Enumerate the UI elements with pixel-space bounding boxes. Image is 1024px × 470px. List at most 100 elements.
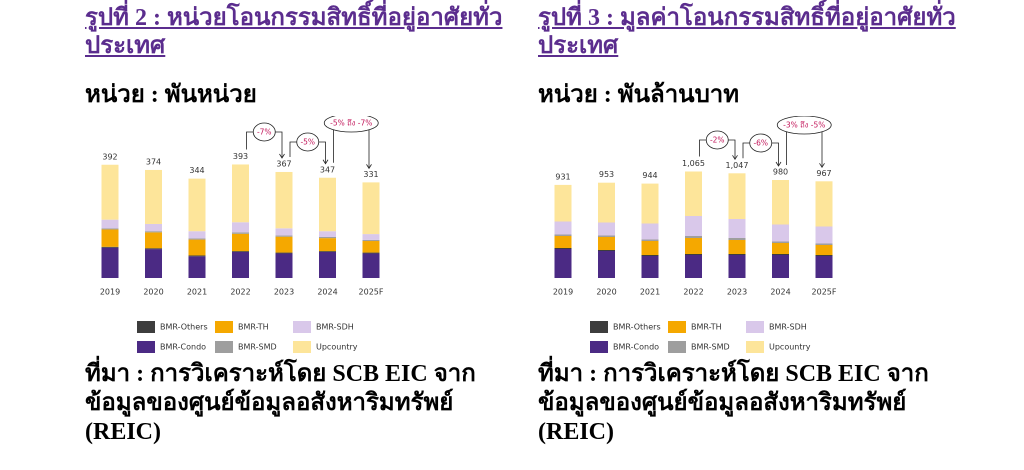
source-note: ที่มา : การวิเคราะห์โดย SCB EIC จากข้อมู…: [538, 361, 929, 445]
bar-segment: [728, 219, 746, 238]
total-label: 331: [363, 170, 378, 179]
bar-segment: [232, 222, 249, 233]
chart: 2019 392 2020 374 2021 344 2022 393 2023 367 2024 3…: [100, 116, 384, 353]
legend-swatch: [215, 321, 233, 333]
bar-segment: [815, 226, 833, 244]
bar-segment: [554, 234, 572, 236]
annotation-bubble: [776, 116, 832, 135]
annotation-bubble: [749, 133, 773, 153]
bar-segment: [101, 246, 119, 248]
bar-segment: [188, 239, 206, 256]
bar-segment: [554, 249, 572, 278]
annotation-bubble: [252, 122, 276, 142]
bar-segment: [145, 232, 162, 249]
bar-segment: [101, 229, 119, 247]
bar-segment: [362, 241, 380, 253]
bar-segment: [598, 235, 615, 237]
annotation-bubble: [296, 132, 320, 152]
bar-segment: [145, 248, 162, 250]
total-label: 374: [146, 157, 161, 166]
legend-swatch: [137, 321, 155, 333]
legend-swatch: [137, 341, 155, 353]
bar-segment: [362, 182, 380, 235]
x-tick-label: 2023: [274, 288, 294, 297]
legend-label: BMR-SDH: [316, 323, 354, 332]
x-tick-label: 2024: [770, 288, 790, 297]
bar-segment: [232, 164, 249, 223]
bar-segment: [728, 173, 746, 219]
bar-segment: [815, 243, 833, 245]
legend-swatch: [293, 341, 311, 353]
bar-segment: [362, 253, 380, 278]
total-label: 347: [320, 165, 335, 174]
bar-segment: [188, 178, 206, 232]
bar-segment: [598, 222, 615, 236]
x-tick-label: 2023: [727, 288, 747, 297]
total-label: 1,065: [682, 159, 705, 168]
bar-segment: [101, 219, 119, 229]
bar-segment: [145, 169, 162, 224]
annotation-label: -3% ถึง -5%: [783, 121, 825, 130]
bar-segment: [685, 254, 702, 255]
unit-label: หน่วย : พันหน่วย: [85, 82, 257, 108]
annotation-bubble: [705, 130, 729, 150]
legend-swatch: [590, 341, 608, 353]
legend-swatch: [746, 341, 764, 353]
legend-label: Upcountry: [769, 343, 811, 352]
bar-segment: [815, 181, 833, 227]
x-tick-label: 2020: [143, 288, 163, 297]
unit-label: หน่วย : พันล้านบาท: [538, 82, 740, 108]
bar-segment: [685, 236, 702, 238]
bar-segment: [815, 255, 833, 256]
x-tick-label: 2025F: [359, 288, 384, 297]
annotation-arrow: [819, 163, 825, 169]
chart: 2019 931 2020 953 2021 944 2022 1,065 2023 1,047 2…: [553, 116, 837, 353]
x-tick-label: 2019: [553, 288, 573, 297]
bar-segment: [188, 238, 206, 240]
legend-label: BMR-SDH: [769, 323, 807, 332]
x-tick-label: 2022: [683, 288, 703, 297]
bar-segment: [232, 233, 249, 252]
legend-swatch: [668, 321, 686, 333]
legend-swatch: [668, 341, 686, 353]
legend-label: BMR-SMD: [238, 343, 277, 352]
x-tick-label: 2021: [640, 288, 660, 297]
bar-segment: [275, 228, 293, 236]
bar-segment: [598, 251, 615, 278]
bar-segment: [319, 251, 336, 252]
bar-segment: [772, 254, 789, 255]
annotation-label: -2%: [710, 136, 725, 145]
bar-segment: [275, 235, 293, 237]
bar-segment: [275, 253, 293, 278]
bar-segment: [815, 245, 833, 255]
bar-segment: [319, 252, 336, 278]
annotation-label: -7%: [257, 128, 272, 137]
legend-label: BMR-Others: [160, 323, 208, 332]
legend-swatch: [590, 321, 608, 333]
bar-segment: [772, 224, 789, 242]
bar-segment: [145, 223, 162, 232]
bar-segment: [641, 255, 659, 256]
legend-swatch: [215, 341, 233, 353]
bar-segment: [232, 232, 249, 234]
bar-segment: [554, 184, 572, 222]
bar-segment: [188, 256, 206, 278]
bar-segment: [685, 255, 702, 278]
total-label: 944: [642, 171, 657, 180]
total-label: 967: [816, 169, 831, 178]
x-tick-label: 2020: [596, 288, 616, 297]
bar-segment: [641, 223, 659, 240]
bar-segment: [232, 252, 249, 278]
bar-segment: [319, 177, 336, 232]
bar-segment: [275, 171, 293, 229]
chart-panel: รูปที่ 2 : หน่วยโอนกรรมสิทธิ์ที่อยู่อาศั…: [85, 4, 530, 470]
total-label: 980: [773, 168, 788, 177]
annotation-label: -5% ถึง -7%: [330, 119, 372, 128]
x-tick-label: 2019: [100, 288, 120, 297]
bar-segment: [362, 252, 380, 254]
bar-segment: [598, 250, 615, 251]
bar-segment: [319, 238, 336, 252]
bar-segment: [772, 180, 789, 225]
bar-segment: [685, 238, 702, 254]
